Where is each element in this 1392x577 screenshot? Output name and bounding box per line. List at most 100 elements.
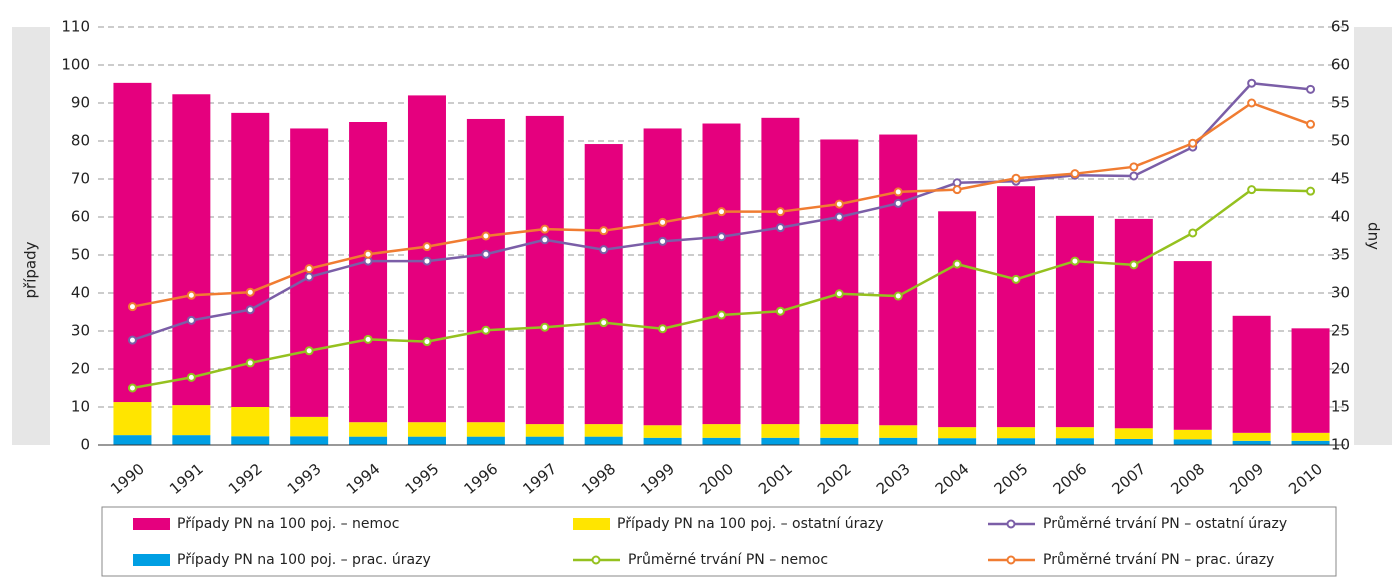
y-axis-label: případy	[22, 241, 40, 298]
line-point	[127, 383, 137, 393]
line-point	[1247, 98, 1257, 108]
y2-tick-label: 65	[1331, 18, 1350, 36]
line-point	[893, 187, 903, 197]
bar-segment	[407, 422, 446, 437]
line-point	[481, 325, 491, 335]
bar-segment	[1291, 432, 1330, 441]
x-tick-label: 1997	[519, 460, 560, 498]
bar-segment	[879, 134, 918, 426]
bar-segment	[231, 112, 270, 407]
legend-label: Případy PN na 100 poj. – ostatní úrazy	[617, 516, 884, 532]
line-point	[775, 223, 785, 233]
line-point	[717, 207, 726, 217]
y2-tick-label: 20	[1331, 360, 1350, 378]
y2-tick-label: 50	[1331, 132, 1350, 150]
x-tick-label: 1993	[284, 460, 325, 498]
y2-tick-label: 45	[1331, 170, 1350, 188]
y-tick-label: 80	[71, 132, 90, 150]
line-point	[304, 272, 314, 282]
line-point	[422, 337, 432, 347]
x-tick-label: 2001	[755, 460, 796, 498]
bar-segment	[879, 437, 918, 445]
bar-segment	[172, 435, 211, 445]
bar-segment	[525, 115, 564, 425]
bar-segment	[702, 424, 741, 438]
bar-segment	[231, 407, 270, 437]
x-tick-label: 1994	[343, 460, 384, 498]
x-tick-label: 2010	[1285, 460, 1326, 498]
legend-swatch	[133, 554, 170, 566]
bar-segment	[172, 94, 211, 406]
line-point	[245, 287, 255, 297]
bar-segment	[820, 139, 859, 425]
legend-label: Případy PN na 100 poj. – prac. úrazy	[177, 552, 431, 568]
bar-segment	[584, 424, 623, 437]
bar-segment	[1114, 438, 1153, 445]
line-point	[245, 305, 255, 315]
line-point	[599, 318, 609, 328]
line-point	[363, 334, 373, 344]
line-point	[1011, 274, 1021, 284]
bar-segment	[525, 436, 564, 445]
y2-tick-label: 15	[1331, 398, 1350, 416]
bar-segment	[938, 438, 977, 445]
bar-segment	[702, 437, 741, 445]
x-tick-label: 1992	[225, 460, 266, 498]
bar-segment	[938, 211, 977, 428]
line-point	[834, 199, 844, 209]
x-tick-label: 1990	[107, 460, 148, 498]
x-tick-label: 1996	[461, 460, 502, 498]
line-point	[658, 217, 668, 227]
line-point	[658, 236, 668, 246]
bar-segment	[643, 128, 682, 426]
bar-segment	[290, 436, 329, 445]
bar-segment	[1232, 432, 1271, 441]
bar-segment	[997, 427, 1036, 439]
line-point	[481, 249, 491, 259]
legend-label: Průměrné trvání PN – ostatní úrazy	[1043, 516, 1287, 532]
line-point	[481, 231, 491, 241]
line-point	[1247, 185, 1257, 195]
legend-label: Průměrné trvání PN – nemoc	[628, 552, 828, 568]
y2-label-band	[1354, 27, 1392, 445]
line-point	[540, 224, 550, 234]
legend-box	[101, 506, 1337, 577]
bar-segment	[1173, 439, 1212, 445]
bar-segment	[879, 425, 918, 438]
bar-segment	[761, 117, 800, 425]
bar-segment	[584, 436, 623, 445]
y-tick-label: 30	[71, 322, 90, 340]
bar-segment	[820, 437, 859, 445]
line-point	[1188, 138, 1198, 148]
bar-segment	[407, 436, 446, 445]
line-point	[422, 242, 432, 252]
y-tick-label: 0	[80, 436, 90, 454]
line-point	[834, 289, 844, 299]
legend-marker	[1006, 519, 1016, 529]
line-point	[834, 212, 844, 222]
bar-segment	[113, 402, 152, 436]
line-point	[540, 235, 550, 245]
line-point	[1306, 119, 1316, 129]
x-tick-label: 1991	[166, 460, 207, 498]
y-tick-label: 100	[61, 56, 90, 74]
legend-swatch	[573, 518, 610, 530]
bar-segment	[290, 416, 329, 437]
line-point	[127, 302, 137, 312]
line-point	[1129, 171, 1139, 181]
line-point	[775, 207, 785, 217]
bar-segment	[525, 424, 564, 437]
y-tick-label: 50	[71, 246, 90, 264]
line-point	[1247, 78, 1257, 88]
x-tick-label: 1998	[578, 460, 619, 498]
y2-tick-label: 30	[1331, 284, 1350, 302]
bar-segment	[938, 427, 977, 439]
line-point	[1070, 169, 1080, 179]
line-point	[717, 232, 726, 242]
bar-segment	[349, 422, 388, 437]
bar-segment	[113, 82, 152, 403]
x-tick-label: 2006	[1050, 460, 1091, 498]
bar-segment	[1055, 438, 1094, 445]
bar-segment	[1232, 440, 1271, 445]
